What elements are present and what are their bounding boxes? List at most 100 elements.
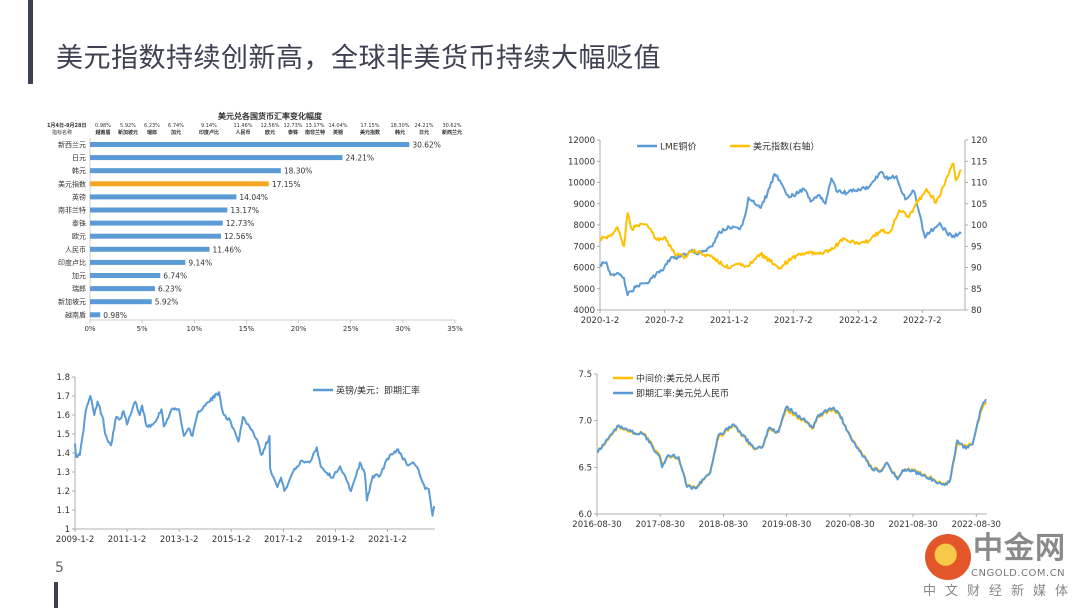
x-tick-label: 2022-1-2: [839, 316, 878, 326]
bar-value-label: 30.62%: [412, 141, 441, 150]
header-name: 美元指数: [360, 129, 381, 136]
y2-tick-label: 105: [971, 200, 987, 210]
y2-tick-label: 110: [971, 179, 987, 189]
x-tick-label: 30%: [395, 325, 411, 333]
y-tick-label: 1.7: [56, 392, 70, 402]
series-line: [596, 401, 987, 490]
header-value: 12.73%: [283, 123, 302, 129]
y-tick-label: 1.3: [56, 468, 70, 478]
y2-tick-label: 100: [971, 221, 987, 231]
series-line: [599, 170, 962, 297]
y2-tick-label: 95: [971, 242, 982, 252]
bar-category-label: 英镑: [72, 192, 86, 201]
y-tick-label: 1.5: [56, 430, 70, 440]
header-name-label: 指标名称: [52, 129, 72, 136]
x-tick-label: 2017-08-30: [635, 520, 684, 530]
bar-chart-title: 美元兑各国货币汇率变化幅度: [218, 111, 323, 121]
bar-value-label: 17.15%: [272, 180, 301, 189]
header-value: 0.98%: [95, 123, 111, 129]
bar: [90, 181, 269, 187]
bar: [90, 286, 155, 292]
bar-value-label: 24.21%: [345, 154, 374, 163]
series-line: [596, 398, 987, 490]
x-tick-label: 2020-1-2: [581, 316, 620, 326]
accent-bar-bottom: [54, 582, 58, 608]
y-tick-label: 10000: [568, 179, 595, 189]
y-tick-label: 6.5: [578, 463, 592, 473]
x-tick-label: 2018-08-30: [699, 520, 748, 530]
bar: [90, 246, 210, 252]
header-name: 南非兰特: [305, 129, 325, 136]
header-value: 9.14%: [201, 123, 217, 129]
y2-tick-label: 80: [971, 306, 982, 316]
watermark-slogan: 中文财经新媒体: [923, 584, 1078, 599]
header-name: 泰铢: [287, 129, 299, 136]
x-tick-label: 2021-08-30: [888, 520, 937, 530]
header-value: 11.46%: [233, 123, 252, 129]
x-tick-label: 2017-1-2: [264, 535, 303, 545]
y-tick-label: 1: [65, 525, 70, 535]
bar: [90, 207, 228, 213]
header-value: 5.92%: [120, 123, 136, 129]
y-tick-label: 1.2: [56, 487, 70, 497]
x-tick-label: 25%: [343, 325, 359, 333]
header-value: 14.04%: [328, 123, 347, 129]
x-tick-label: 2022-7-2: [903, 316, 942, 326]
bar-value-label: 14.04%: [239, 193, 268, 202]
y-tick-label: 1.4: [56, 449, 70, 459]
watermark-name: 中金网: [973, 531, 1066, 566]
bar-category-label: 日元: [72, 154, 86, 162]
y-tick-label: 7.0: [578, 417, 592, 427]
bar: [90, 194, 237, 200]
y-tick-label: 1.6: [56, 411, 70, 421]
bar: [90, 220, 223, 226]
x-tick-label: 2020-7-2: [645, 316, 684, 326]
header-name: 日元: [419, 129, 429, 136]
header-name: 英镑: [333, 129, 343, 136]
bar-category-label: 南非兰特: [58, 206, 86, 215]
header-period-label: 1月4日-9月28日: [47, 122, 86, 129]
bar-value-label: 12.73%: [226, 219, 255, 228]
bar-category-label: 瑞郎: [72, 284, 86, 293]
bar-category-label: 加元: [72, 271, 86, 280]
header-value: 17.15%: [360, 123, 379, 129]
legend-label: 即期汇率:美元兑人民币: [636, 388, 729, 400]
watermark: 中金网 CNGOLD.COM.CN 中文财经新媒体: [905, 532, 1080, 608]
bar: [90, 142, 410, 147]
x-tick-label: 2021-1-2: [710, 316, 749, 326]
y-tick-label: 7000: [573, 242, 595, 252]
cngold-logo-icon: [925, 534, 971, 580]
header-name: 越南盾: [94, 129, 110, 136]
x-tick-label: 20%: [291, 325, 307, 333]
header-value: 24.21%: [414, 123, 433, 129]
bar-category-label: 欧元: [72, 232, 86, 241]
header-name: 新加坡元: [118, 129, 138, 136]
x-tick-label: 10%: [187, 325, 203, 333]
y-tick-label: 6.0: [578, 510, 592, 520]
bar-category-label: 人民币: [65, 246, 86, 254]
x-tick-label: 2015-1-2: [212, 535, 251, 545]
header-value: 30.62%: [442, 123, 461, 129]
header-name: 加元: [170, 129, 181, 136]
x-tick-label: 2020-08-30: [825, 520, 874, 530]
bar-category-label: 泰铢: [72, 219, 86, 228]
x-tick-label: 2019-1-2: [316, 535, 355, 545]
header-name: 欧元: [265, 129, 275, 136]
bar-category-label: 越南盾: [65, 310, 86, 319]
bar-value-label: 18.30%: [284, 167, 313, 176]
x-tick-label: 2022-08-30: [952, 520, 1001, 530]
x-tick-label: 2016-08-30: [572, 520, 621, 530]
legend-label: LME铜价: [660, 141, 696, 153]
bar-category-label: 新加坡元: [58, 297, 86, 306]
bar: [90, 273, 161, 278]
header-name: 人民币: [234, 129, 250, 136]
header-value: 6.23%: [144, 123, 160, 129]
bar-category-label: 韩元: [72, 166, 86, 175]
y2-tick-label: 90: [971, 264, 982, 274]
bar-value-label: 6.74%: [163, 272, 187, 281]
x-tick-label: 2013-1-2: [160, 535, 199, 545]
x-tick-label: 15%: [239, 325, 255, 333]
bar-value-label: 9.14%: [188, 258, 212, 267]
bar-value-label: 12.56%: [224, 232, 253, 241]
